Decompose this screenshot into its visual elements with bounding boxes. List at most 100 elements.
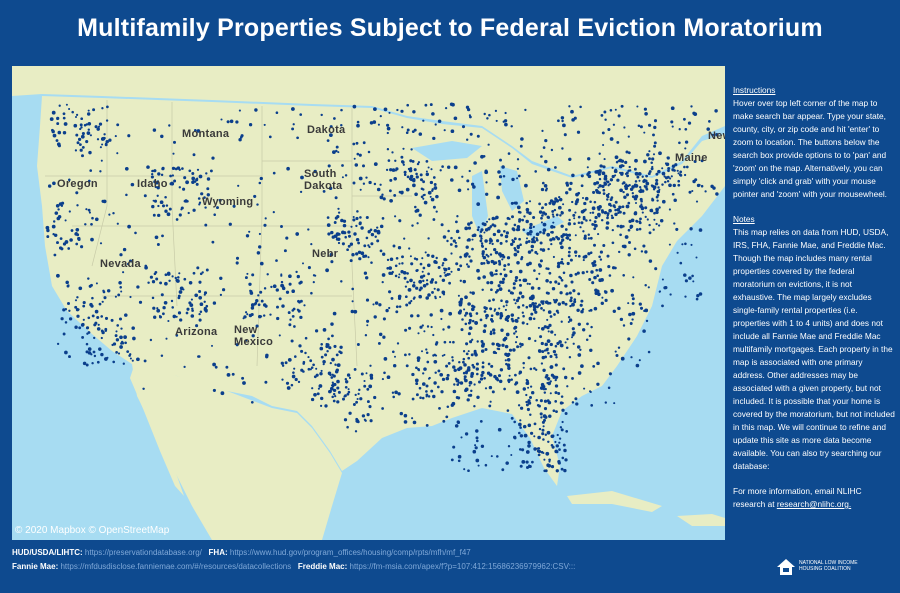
property-dot[interactable] [286,386,291,390]
property-dot[interactable] [54,211,59,215]
property-dot[interactable] [425,172,430,177]
property-dot[interactable] [336,400,340,404]
property-dot[interactable] [557,119,560,123]
property-dot[interactable] [555,469,559,473]
property-dot[interactable] [356,123,360,128]
property-dot[interactable] [484,463,488,467]
property-dot[interactable] [418,294,422,299]
property-dot[interactable] [519,426,522,429]
property-dot[interactable] [569,181,573,186]
property-dot[interactable] [344,235,347,239]
property-dot[interactable] [521,321,525,325]
property-dot[interactable] [513,237,517,241]
property-dot[interactable] [120,340,124,344]
property-dot[interactable] [94,309,99,314]
property-dot[interactable] [177,296,181,300]
property-dot[interactable] [539,230,542,234]
property-dot[interactable] [131,326,135,330]
property-dot[interactable] [527,401,532,405]
property-dot[interactable] [552,375,557,379]
property-dot[interactable] [57,144,61,148]
property-dot[interactable] [427,293,431,297]
property-dot[interactable] [545,267,548,270]
property-dot[interactable] [433,186,438,190]
property-dot[interactable] [118,317,123,321]
property-dot[interactable] [617,250,621,254]
property-dot[interactable] [87,351,92,355]
property-dot[interactable] [432,333,435,337]
property-dot[interactable] [654,182,659,186]
property-dot[interactable] [593,220,597,224]
property-dot[interactable] [551,209,555,213]
property-dot[interactable] [482,329,487,334]
property-dot[interactable] [549,365,554,369]
property-dot[interactable] [548,301,552,305]
property-dot[interactable] [638,302,642,306]
property-dot[interactable] [664,180,667,184]
property-dot[interactable] [569,273,573,278]
property-dot[interactable] [468,326,473,330]
property-dot[interactable] [476,372,479,376]
property-dot[interactable] [400,190,404,194]
property-dot[interactable] [455,262,459,266]
property-dot[interactable] [631,195,635,199]
property-dot[interactable] [127,224,131,229]
property-dot[interactable] [51,224,56,229]
property-dot[interactable] [307,266,311,270]
property-dot[interactable] [629,169,632,172]
property-dot[interactable] [411,372,415,377]
property-dot[interactable] [451,356,454,359]
property-dot[interactable] [554,363,558,367]
property-dot[interactable] [331,334,334,338]
property-dot[interactable] [684,279,688,283]
property-dot[interactable] [152,199,155,202]
property-dot[interactable] [436,288,440,292]
property-dot[interactable] [196,266,200,270]
property-dot[interactable] [587,237,591,240]
property-dot[interactable] [610,196,614,199]
property-dot[interactable] [532,304,537,309]
property-dot[interactable] [122,247,127,252]
property-dot[interactable] [171,166,176,171]
property-dot[interactable] [517,174,521,178]
property-dot[interactable] [574,272,578,276]
property-dot[interactable] [564,233,568,237]
property-dot[interactable] [198,290,202,293]
property-dot[interactable] [544,212,548,216]
property-dot[interactable] [657,186,660,189]
property-dot[interactable] [281,304,285,308]
property-dot[interactable] [447,325,451,329]
property-dot[interactable] [589,251,593,254]
property-dot[interactable] [496,378,500,382]
property-dot[interactable] [337,211,341,214]
property-dot[interactable] [190,298,193,301]
property-dot[interactable] [681,243,684,246]
property-dot[interactable] [330,384,334,387]
property-dot[interactable] [661,167,664,170]
property-dot[interactable] [609,109,613,112]
property-dot[interactable] [469,221,473,225]
property-dot[interactable] [519,283,522,287]
property-dot[interactable] [480,444,485,448]
property-dot[interactable] [511,215,514,219]
property-dot[interactable] [259,261,264,266]
property-dot[interactable] [457,294,460,297]
property-dot[interactable] [706,127,710,131]
property-dot[interactable] [499,280,503,284]
property-dot[interactable] [88,150,92,155]
property-dot[interactable] [101,107,104,110]
property-dot[interactable] [422,266,426,270]
property-dot[interactable] [74,299,78,302]
property-dot[interactable] [608,208,612,213]
property-dot[interactable] [501,258,504,261]
property-dot[interactable] [462,279,467,284]
property-dot[interactable] [194,293,199,298]
property-dot[interactable] [138,300,143,304]
property-dot[interactable] [93,323,97,327]
property-dot[interactable] [633,196,638,201]
property-dot[interactable] [679,174,683,177]
property-dot[interactable] [67,302,70,305]
property-dot[interactable] [668,243,671,246]
property-dot[interactable] [560,320,563,323]
property-dot[interactable] [98,122,103,126]
